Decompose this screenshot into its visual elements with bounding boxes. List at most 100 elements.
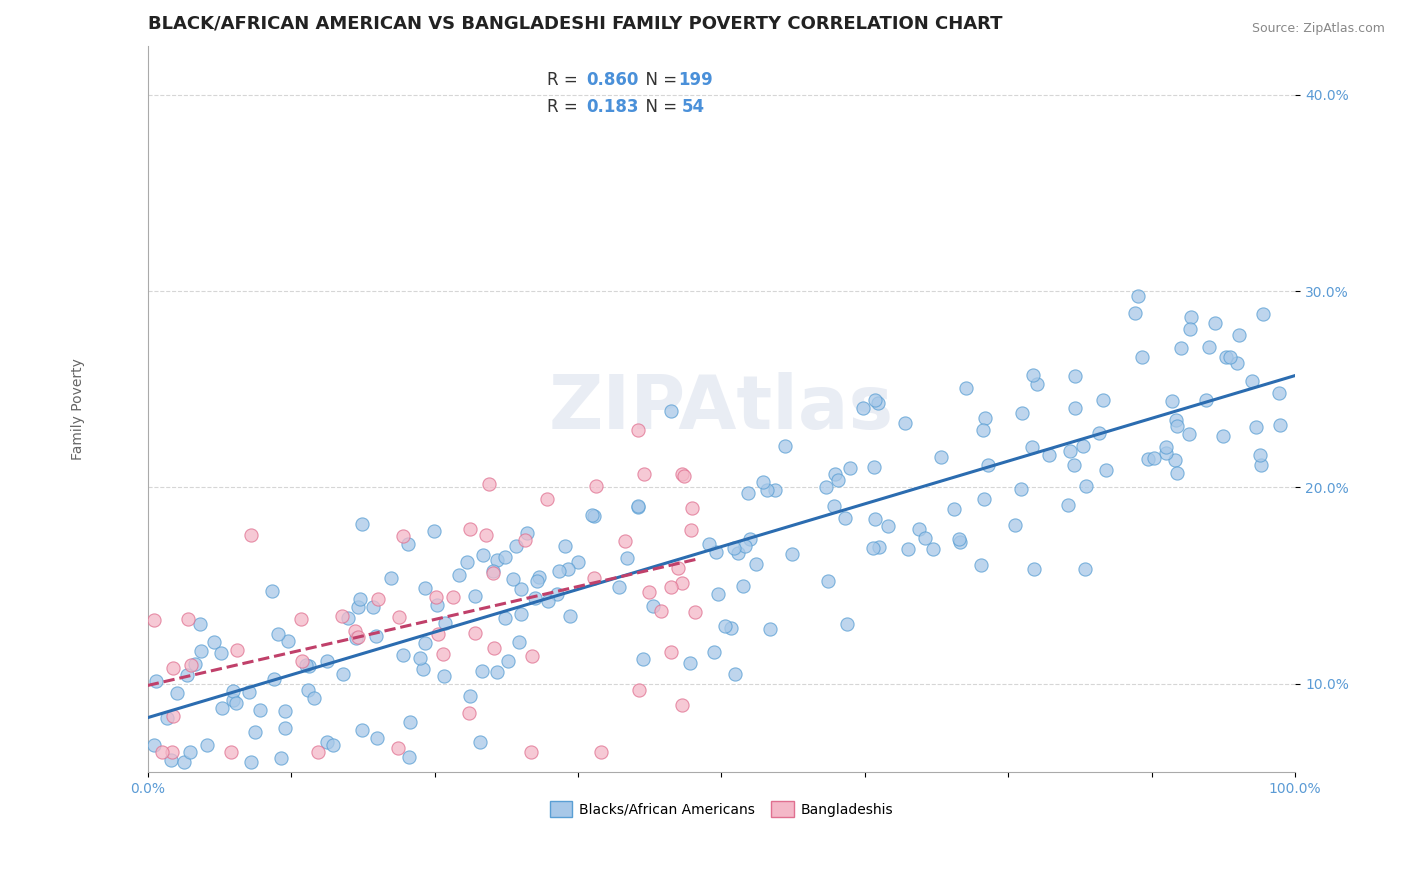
Point [482,565,505,579]
Point [1011,407,1033,421]
Point [315,735,337,749]
Point [202,635,225,649]
Point [1227,327,1250,342]
Point [179,745,201,759]
Point [751,475,773,489]
Point [1166,466,1188,480]
Point [720,621,742,635]
Point [188,617,211,632]
Point [527,569,550,583]
Point [471,664,494,678]
Point [650,604,672,618]
Point [1126,289,1149,303]
Point [513,533,536,548]
Text: Source: ZipAtlas.com: Source: ZipAtlas.com [1251,22,1385,36]
Point [516,526,538,541]
Point [1249,448,1271,462]
Point [976,458,998,473]
Point [671,467,693,481]
Point [143,613,166,627]
Point [866,396,889,410]
Point [166,685,188,699]
Point [627,499,650,513]
Point [143,739,166,753]
Point [482,566,505,581]
Point [723,541,745,556]
Point [929,450,952,464]
Text: N =: N = [636,71,683,89]
Point [509,582,531,596]
Point [707,587,730,601]
Point [1038,449,1060,463]
Point [456,555,478,569]
Point [494,611,516,625]
Point [1087,425,1109,440]
Point [398,750,420,764]
Point [458,690,481,704]
Point [554,539,576,553]
Point [277,633,299,648]
Point [824,467,846,481]
Text: R =: R = [547,71,583,89]
Point [683,605,706,619]
Point [392,529,415,543]
Point [659,580,682,594]
Point [274,721,297,735]
Point [557,562,579,576]
Point [298,659,321,673]
Point [1154,440,1177,454]
Point [291,654,314,668]
Point [522,649,544,664]
Point [380,571,402,585]
Point [838,460,860,475]
Point [1125,306,1147,320]
Point [297,683,319,698]
Point [160,753,183,767]
Point [472,548,495,562]
Point [974,411,997,425]
Point [173,756,195,770]
Point [943,502,966,516]
Point [537,594,560,608]
Point [366,731,388,746]
Point [759,622,782,636]
Point [225,697,247,711]
Point [449,567,471,582]
Point [526,574,548,588]
Point [222,683,245,698]
Point [427,627,450,641]
Point [470,735,492,749]
Point [1163,452,1185,467]
Point [536,492,558,507]
Point [1270,417,1292,432]
Point [302,691,325,706]
Point [731,579,754,593]
Point [294,658,316,673]
Text: N =: N = [636,98,683,116]
Point [267,627,290,641]
Point [484,641,506,656]
Point [1004,518,1026,533]
Point [162,660,184,674]
Point [699,537,721,551]
Point [1215,350,1237,364]
Point [948,532,970,546]
Point [238,685,260,699]
Point [412,662,434,676]
Point [458,706,481,720]
Point [773,439,796,453]
Point [176,667,198,681]
Point [589,746,612,760]
Point [425,590,447,604]
Point [627,500,650,514]
Point [737,486,759,500]
Point [322,738,344,752]
Point [346,630,368,644]
Point [973,492,995,507]
Point [558,609,581,624]
Point [627,423,650,437]
Point [678,656,700,670]
Point [1064,369,1087,384]
Point [344,624,367,638]
Point [332,667,354,681]
